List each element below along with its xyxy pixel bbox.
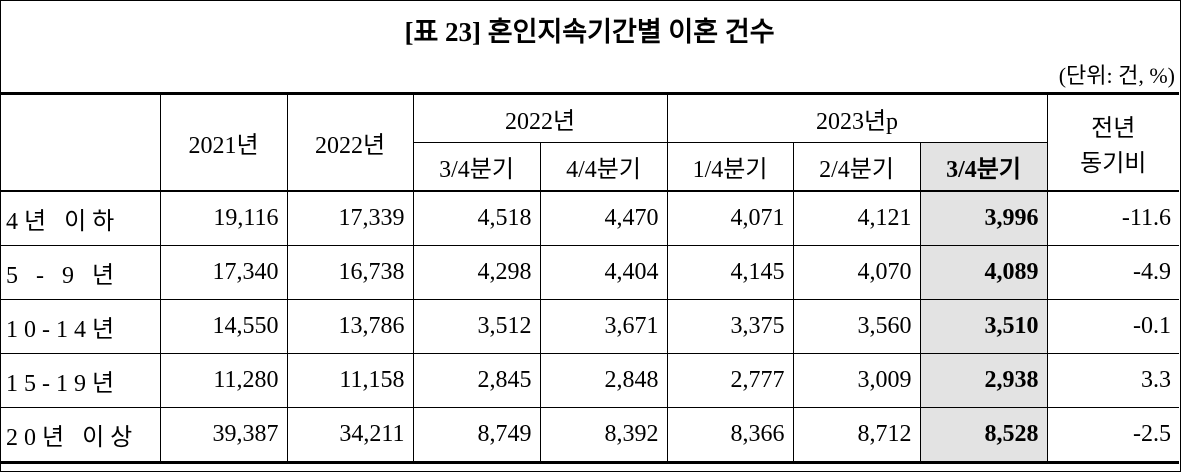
cell: 16,738 [286, 245, 414, 300]
cell: 11,280 [159, 353, 288, 408]
cell: 4,145 [666, 245, 794, 300]
cell: 4,071 [666, 190, 794, 246]
cell: 2,848 [539, 353, 668, 408]
cell: 2,845 [412, 353, 541, 408]
cell: 13,786 [286, 299, 414, 354]
cell: 34,211 [286, 407, 414, 463]
header-cell: 1/4분기 [666, 142, 794, 192]
cell: 2,777 [666, 353, 794, 408]
cell: 17,339 [286, 190, 414, 246]
cell: 4,298 [412, 245, 541, 300]
cell: 4,518 [412, 190, 541, 246]
header-line: 전년 [1091, 115, 1136, 142]
header-line: 동기비 [1080, 150, 1147, 177]
row: 15-19년 11,280 11,158 2,845 2,848 2,777 3,009 2,… [0, 353, 1179, 408]
header-cell: 2/4분기 [792, 142, 921, 192]
cell: 8,528 [919, 407, 1048, 463]
row: 4년 이하 19,116 17,339 4,518 4,470 4,071 4,121 3,9… [0, 190, 1179, 246]
table: 2021년 2022년 2022년 2023년p 전년 동기비 3/4분기 4/4분… [0, 92, 1179, 464]
cell: 4,470 [539, 190, 668, 246]
cell: 4,404 [539, 245, 668, 300]
header-cell: 2021년 [159, 93, 288, 192]
row-label: 10-14년 [0, 299, 161, 354]
cell: -2.5 [1046, 407, 1179, 463]
row-label: 20년 이상 [0, 407, 161, 463]
cell: 8,749 [412, 407, 541, 463]
cell: 4,089 [919, 245, 1048, 300]
cell: -4.9 [1046, 245, 1179, 300]
row: 5 - 9 년 17,340 16,738 4,298 4,404 4,145 4,070 4… [0, 245, 1179, 300]
cell: 8,366 [666, 407, 794, 463]
header-cell: 2022년 [412, 93, 668, 143]
cell: 4,121 [792, 190, 921, 246]
cell: -0.1 [1046, 299, 1179, 354]
cell: 3,009 [792, 353, 921, 408]
header-cell: 4/4분기 [539, 142, 668, 192]
header-cell: 3/4분기 [919, 142, 1047, 192]
cell: 19,116 [159, 190, 288, 246]
cell: 8,712 [792, 407, 921, 463]
row-label: 15-19년 [0, 353, 161, 408]
cell: 3,996 [919, 190, 1048, 246]
cell: 4,070 [792, 245, 921, 300]
row-label: 5 - 9 년 [0, 245, 161, 300]
row-label: 4년 이하 [0, 190, 161, 246]
header-cell: 3/4분기 [413, 142, 541, 192]
cell: 3,375 [666, 299, 794, 354]
row: 20년 이상 39,387 34,211 8,749 8,392 8,366 8,712 8,… [0, 407, 1179, 463]
cell: 8,392 [539, 407, 668, 463]
cell: 17,340 [159, 245, 288, 300]
cell: 3.3 [1046, 353, 1179, 408]
cell: 3,512 [412, 299, 541, 354]
cell: 11,158 [286, 353, 414, 408]
header-cell: 2022년 [286, 93, 414, 192]
cell: -11.6 [1046, 190, 1179, 246]
corner-cell [0, 93, 161, 192]
header-cell: 2023년p [666, 93, 1048, 143]
row: 10-14년 14,550 13,786 3,512 3,671 3,375 3,560 3,… [0, 299, 1179, 354]
unit: (단위: 건, %) [1058, 63, 1175, 88]
cell: 14,550 [159, 299, 288, 354]
cell: 3,671 [539, 299, 668, 354]
cell: 3,560 [792, 299, 921, 354]
cell: 3,510 [919, 299, 1048, 354]
cell: 39,387 [159, 407, 288, 463]
title: [표 23] 혼인지속기간별 이혼 건수 [404, 17, 775, 47]
cell: 2,938 [919, 353, 1048, 408]
